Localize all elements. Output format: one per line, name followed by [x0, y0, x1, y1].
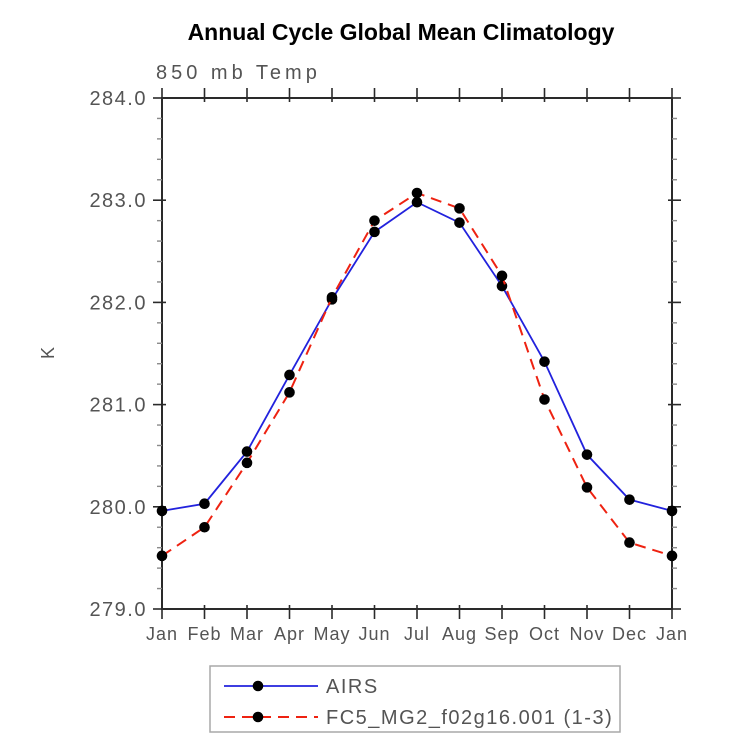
- x-tick-label: Jan: [656, 624, 688, 644]
- data-point-marker: [624, 537, 635, 548]
- legend-box: [209, 665, 621, 733]
- data-point-marker: [411, 196, 423, 208]
- chart-subtitle: 850 mb Temp: [156, 62, 321, 84]
- y-tick-label: 281.0: [89, 395, 147, 417]
- y-tick-label: 283.0: [89, 190, 147, 212]
- y-tick-label: 284.0: [89, 88, 147, 110]
- x-tick-label: Sep: [484, 624, 519, 644]
- data-point-marker: [284, 387, 295, 398]
- x-tick-label: Oct: [529, 624, 560, 644]
- x-tick-label: Feb: [187, 624, 221, 644]
- y-tick-label: 282.0: [89, 292, 147, 314]
- x-tick-label: Jul: [404, 624, 430, 644]
- data-point-marker: [454, 217, 465, 228]
- x-tick-label: Nov: [569, 624, 604, 644]
- data-point-marker: [369, 226, 380, 238]
- x-tick-label: Apr: [274, 624, 305, 644]
- y-tick-label: 280.0: [89, 497, 147, 519]
- x-tick-label: May: [313, 624, 350, 644]
- x-tick-label: Aug: [442, 624, 477, 644]
- data-point-marker: [241, 446, 253, 457]
- x-tick-label: Dec: [612, 624, 647, 644]
- data-point-marker: [284, 369, 295, 381]
- data-point-marker: [199, 521, 210, 533]
- data-series: [156, 187, 678, 562]
- legend-marker: [252, 680, 264, 692]
- series-line-airs: [161, 201, 673, 512]
- data-point-marker: [624, 494, 635, 505]
- data-point-marker: [326, 291, 338, 303]
- data-point-marker: [581, 449, 593, 460]
- data-point-marker: [666, 505, 678, 517]
- axes: 279.0 280.0 281.0 282.0 283.0 284.0 Jan Feb Mar A…: [89, 88, 688, 644]
- legend-label: FC5_MG2_f02g16.001 (1-3): [326, 707, 613, 729]
- y-tick-label: 279.0: [89, 599, 147, 621]
- data-point-marker: [454, 203, 465, 214]
- x-tick-label: Mar: [230, 624, 264, 644]
- data-point-marker: [241, 457, 253, 469]
- legend: AIRS FC5_MG2_f02g16.001 (1-3): [209, 665, 621, 733]
- data-point-marker: [369, 215, 380, 226]
- plot-box: [161, 97, 673, 610]
- data-point-marker: [539, 394, 550, 405]
- y-axis-label: K: [38, 347, 58, 359]
- data-point-marker: [199, 498, 210, 510]
- data-point-marker: [496, 270, 508, 282]
- data-point-marker: [539, 356, 550, 367]
- data-point-marker: [156, 505, 168, 517]
- data-point-marker: [581, 482, 593, 493]
- chart-title: Annual Cycle Global Mean Climatology: [188, 19, 615, 45]
- data-point-marker: [496, 280, 508, 292]
- legend-marker: [252, 711, 264, 723]
- x-tick-label: Jun: [358, 624, 390, 644]
- x-tick-label: Jan: [146, 624, 178, 644]
- data-point-marker: [666, 550, 678, 562]
- data-point-marker: [156, 550, 168, 562]
- legend-label: AIRS: [326, 676, 379, 698]
- series-line-model: [161, 191, 673, 557]
- data-point-marker: [411, 187, 423, 199]
